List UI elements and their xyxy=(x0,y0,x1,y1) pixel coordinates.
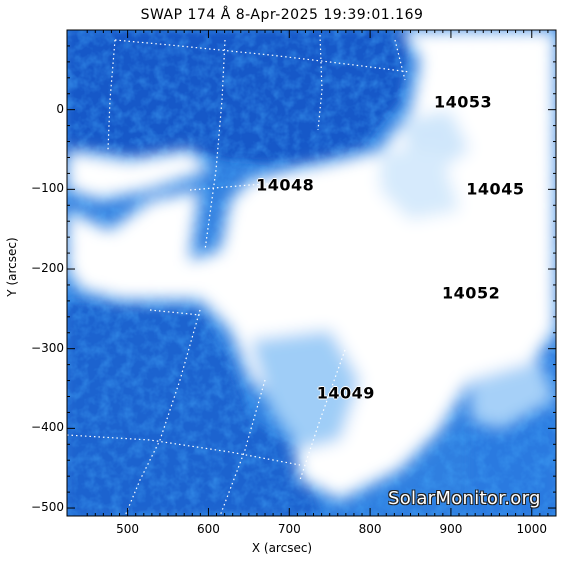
heliographic-grid xyxy=(67,34,411,516)
y-tick-label: −200 xyxy=(31,261,64,276)
y-tick-label: −400 xyxy=(31,420,64,435)
solar-image xyxy=(67,30,556,516)
active-region-label: 14053 xyxy=(433,92,493,112)
x-tick-label: 800 xyxy=(358,522,382,536)
active-region-label: 14049 xyxy=(316,383,375,402)
axis-ticks xyxy=(67,30,556,516)
x-axis-label: X (arcsec) xyxy=(251,541,313,555)
plot-frame xyxy=(66,29,557,517)
x-tick-label: 700 xyxy=(277,522,301,536)
active-region-label: 14048 xyxy=(256,175,315,195)
y-tick-label: −500 xyxy=(31,500,64,515)
y-tick-label: 0 xyxy=(56,101,64,116)
x-tick-label: 1000 xyxy=(516,522,548,536)
x-tick-label: 900 xyxy=(439,522,463,536)
y-tick-label: −100 xyxy=(31,181,64,196)
x-tick-label: 500 xyxy=(116,522,140,536)
active-region-label: 14045 xyxy=(466,179,525,199)
watermark-text: SolarMonitor.org xyxy=(388,488,541,509)
image-title: SWAP 174 Å 8-Apr-2025 19:39:01.169 xyxy=(140,7,424,23)
x-tick-label: 600 xyxy=(196,522,220,536)
y-tick-label: −300 xyxy=(31,340,64,355)
active-region-label: 14052 xyxy=(442,283,501,303)
